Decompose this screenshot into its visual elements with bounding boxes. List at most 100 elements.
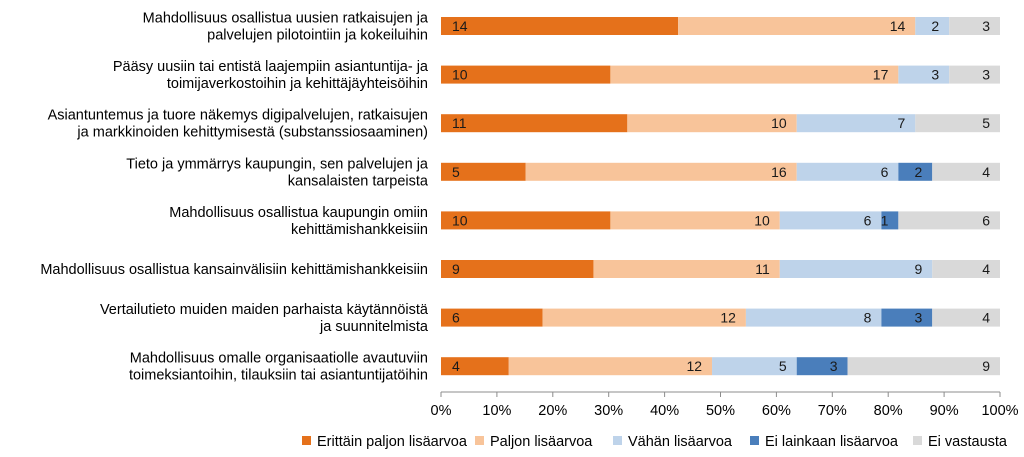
bars-group: 14 14 2 310 17 3 311 10 7 55 16 6 2 410 10 6 1 69 11 9 46 12 8… [441,17,1000,376]
bar-segment [441,162,526,181]
x-axis: 0% 10% 20% 30% 40% 50% 60% 70% 80% 90% 100% [431,391,1019,419]
bar-segment [441,17,679,35]
data-label: 6 [982,212,990,228]
legend-label: Ei vastausta [928,434,1008,450]
legend-swatch [475,436,484,445]
bar-segment [441,308,543,327]
category-label: Mahdollisuus omalle organisaatiolle avau… [130,351,428,367]
bar-segment [627,114,797,133]
legend-label: Ei lainkaan lisäarvoa [765,434,899,450]
data-label: 6 [864,212,872,228]
data-label: 9 [452,261,460,277]
bar-segment [881,211,899,230]
data-label: 4 [452,358,460,374]
bar-segment [610,65,899,84]
bar-segment [881,308,933,327]
bar-segment [898,65,950,84]
x-tick-label: 60% [762,403,791,419]
bar-segment [508,357,713,376]
data-label: 12 [686,358,702,374]
bar-segment [796,162,899,181]
category-label: Pääsy uusiin tai entistä laajempiin asia… [113,59,429,75]
legend-label: Paljon lisäarvoa [490,434,593,450]
data-label: 14 [452,18,468,34]
data-label: 5 [982,115,990,131]
bar-segment [898,162,933,181]
data-label: 16 [771,164,787,180]
category-label: Mahdollisuus osallistua kansainvälisiin … [40,262,428,278]
bar-segment [915,114,1000,133]
bar-segment [678,17,916,35]
x-tick-label: 50% [706,403,735,419]
data-label: 5 [779,358,787,374]
category-label: Mahdollisuus osallistua kaupungin omiin [169,205,428,221]
bar-segment [898,211,1000,230]
x-tick-label: 90% [930,403,959,419]
legend-swatch [302,436,311,445]
bar-segment [712,357,797,376]
bar-segment [949,65,1000,84]
bar-segment [796,357,848,376]
bar-segment [441,114,628,133]
data-label: 8 [864,310,872,326]
category-label: kansalaisten tarpeista [288,173,429,189]
bar-segment [525,162,797,181]
bar-segment [796,114,916,133]
data-label: 5 [452,164,460,180]
x-tick-label: 40% [650,403,679,419]
data-label: 1 [881,212,889,228]
data-label: 2 [914,164,922,180]
data-label: 10 [452,67,468,83]
data-label: 3 [830,358,838,374]
data-label: 17 [873,67,889,83]
category-labels: Mahdollisuus osallistua uusien ratkaisuj… [40,11,429,384]
data-label: 14 [890,18,906,34]
category-label: ja markkinoiden kehittymisestä (substans… [76,125,428,141]
bar-segment [441,211,611,230]
x-tick-label: 100% [981,403,1018,419]
data-label: 6 [881,164,889,180]
category-label: Tieto ja ymmärrys kaupungin, sen palvelu… [126,156,429,172]
bar-segment [745,308,882,327]
bar-segment [915,17,950,35]
data-label: 12 [720,310,736,326]
data-label: 10 [452,212,468,228]
bar-segment [779,260,933,278]
category-label: palvelujen pilotointiin ja kokeiluihin [207,28,428,44]
x-tick-label: 20% [538,403,567,419]
data-label: 11 [452,115,467,131]
x-tick-label: 10% [482,403,511,419]
bar-segment [932,162,1000,181]
category-label: toimeksiantoihin, tilauksiin tai asiantu… [129,368,428,384]
x-tick-label: 80% [874,403,903,419]
bar-segment [847,357,1000,376]
data-label: 4 [982,261,990,277]
bar-segment [441,260,594,278]
x-tick-label: 0% [431,403,452,419]
data-label: 9 [982,358,990,374]
category-label: toimijaverkostoihin ja kehittäjäyhteisöi… [167,76,428,92]
x-tick-label: 70% [818,403,847,419]
data-label: 3 [982,67,990,83]
data-label: 4 [982,164,990,180]
data-label: 7 [898,115,906,131]
bar-segment [932,308,1000,327]
legend-label: Vähän lisäarvoa [628,434,733,450]
data-label: 2 [931,18,939,34]
bar-segment [610,211,780,230]
legend-swatch [913,436,922,445]
category-label: kehittämishankkeisiin [291,222,428,238]
bar-segment [779,211,882,230]
data-label: 10 [771,115,787,131]
bar-segment [932,260,1000,278]
bar-segment [441,65,611,84]
category-label: Asiantuntemus ja tuore näkemys digipalve… [48,108,428,124]
bar-segment [441,357,509,376]
data-label: 3 [982,18,990,34]
legend: Erittäin paljon lisäarvoa Paljon lisäarvo… [302,434,1008,450]
legend-swatch [750,436,759,445]
bar-segment [593,260,780,278]
legend-label: Erittäin paljon lisäarvoa [317,434,468,450]
category-label: Vertailutieto muiden maiden parhaista kä… [100,302,429,318]
